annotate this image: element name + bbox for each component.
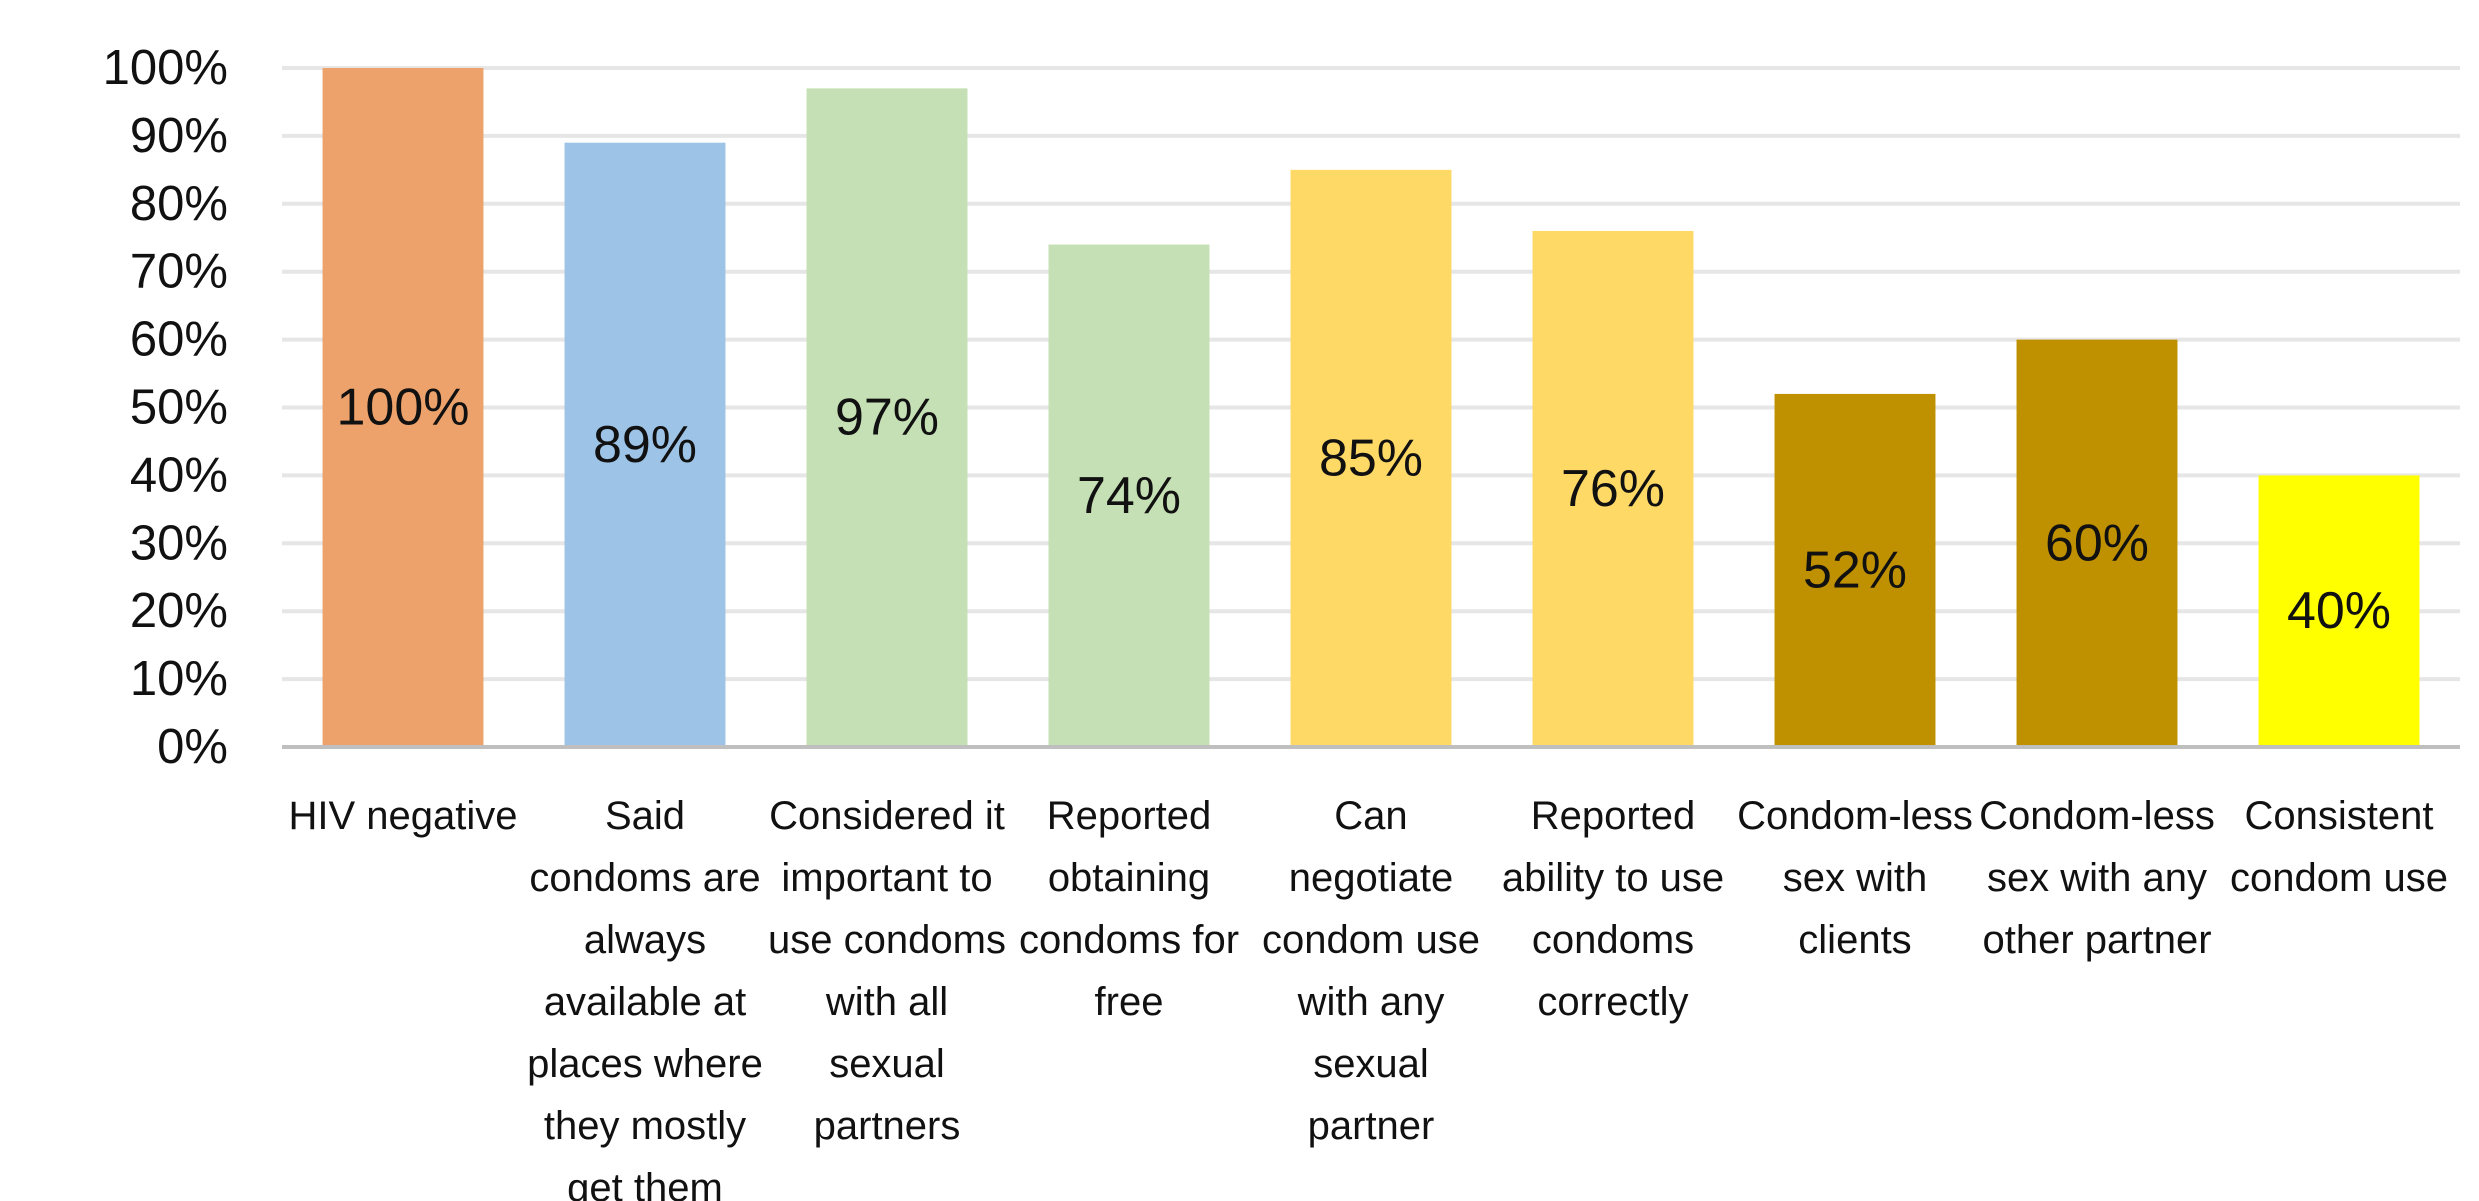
y-tick-label: 80% (130, 177, 228, 231)
category-label-line: condoms for (1019, 918, 1239, 962)
data-label: 97% (835, 389, 939, 447)
data-label: 89% (593, 416, 697, 474)
y-tick-label: 40% (130, 448, 228, 502)
y-tick-label: 100% (103, 41, 228, 95)
category-label-line: ability to use (1502, 856, 1724, 900)
y-tick-label: 70% (130, 245, 228, 299)
data-label: 74% (1077, 467, 1181, 525)
data-label: 40% (2287, 582, 2391, 640)
data-label: 85% (1319, 429, 1423, 487)
category-label-line: condoms (1532, 918, 1694, 962)
category-label-line: other partner (1982, 918, 2211, 962)
category-label-line: Can (1334, 794, 1407, 838)
y-tick-label: 30% (130, 516, 228, 570)
bar (1290, 169, 1452, 748)
bar (806, 88, 968, 748)
category-label-line: Considered it (769, 794, 1005, 838)
y-axis-tick-labels: 0% 10% 20% 30% 40% 50% 60% 70% 80% 90% 100% (103, 41, 228, 774)
category-label-line: use condoms (768, 918, 1006, 962)
category-label-line: with any (1297, 980, 1445, 1024)
category-label: Considered it important to use condoms with… (768, 794, 1006, 1148)
y-tick-label: 50% (130, 381, 228, 435)
category-label: Can negotiate condom use with any sexual part… (1262, 794, 1480, 1148)
bar (2016, 339, 2178, 747)
data-label: 76% (1561, 460, 1665, 518)
category-label-line: places where (527, 1042, 763, 1086)
category-label: Reported ability to use condoms correctly (1502, 794, 1724, 1024)
y-tick-label: 60% (130, 313, 228, 367)
category-label: HIV negative (288, 794, 517, 838)
x-axis-category-labels: HIV negative Said condoms are always availab… (288, 794, 2447, 1201)
bar (1048, 244, 1210, 748)
y-tick-label: 10% (130, 652, 228, 706)
y-tick-label: 20% (130, 584, 228, 638)
y-tick-label: 90% (130, 109, 228, 163)
bar (1532, 230, 1694, 747)
category-label-line: partner (1308, 1104, 1435, 1148)
category-label: Said condoms are always available at places … (527, 794, 763, 1201)
category-label: Reported obtaining condoms for free (1019, 794, 1239, 1024)
category-label-line: correctly (1537, 980, 1688, 1024)
category-label-line: Reported (1531, 794, 1696, 838)
data-labels: 100% 89% 97% 74% 85% 76% 52% 60% 40% (337, 379, 2392, 641)
category-label: Consistent condom use (2230, 794, 2448, 900)
category-label-line: available at (544, 980, 746, 1024)
category-label-line: always (584, 918, 706, 962)
category-label-line: important to (781, 856, 992, 900)
bar (2258, 475, 2420, 747)
category-label-line: sexual (1313, 1042, 1429, 1086)
category-label-line: get them (567, 1166, 723, 1201)
category-label-line: HIV negative (288, 794, 517, 838)
category-label-line: partners (814, 1104, 961, 1148)
category-label-line: free (1095, 980, 1164, 1024)
bar (564, 142, 726, 747)
category-label-line: negotiate (1289, 856, 1454, 900)
category-label-line: clients (1798, 918, 1911, 962)
data-label: 60% (2045, 514, 2149, 572)
category-label-line: sex with any (1987, 856, 2207, 900)
bars (322, 68, 2420, 748)
category-label-line: condoms are (529, 856, 760, 900)
y-tick-label: 0% (157, 720, 228, 774)
category-label-line: condom use (2230, 856, 2448, 900)
category-label-line: they mostly (544, 1104, 746, 1148)
category-label-line: Reported (1047, 794, 1212, 838)
category-label-line: Condom-less (1737, 794, 1973, 838)
category-label-line: with all (825, 980, 948, 1024)
category-label-line: sexual (829, 1042, 945, 1086)
category-label: Condom-less sex with clients (1737, 794, 1973, 962)
category-label-line: obtaining (1048, 856, 1210, 900)
category-label-line: Said (605, 794, 685, 838)
category-label-line: Consistent (2245, 794, 2434, 838)
bar (1774, 393, 1936, 747)
category-label-line: sex with (1783, 856, 1928, 900)
category-label: Condom-less sex with any other partner (1979, 794, 2215, 962)
category-label-line: condom use (1262, 918, 1480, 962)
data-label: 52% (1803, 541, 1907, 599)
data-label: 100% (337, 379, 470, 437)
bar (322, 68, 484, 747)
category-label-line: Condom-less (1979, 794, 2215, 838)
